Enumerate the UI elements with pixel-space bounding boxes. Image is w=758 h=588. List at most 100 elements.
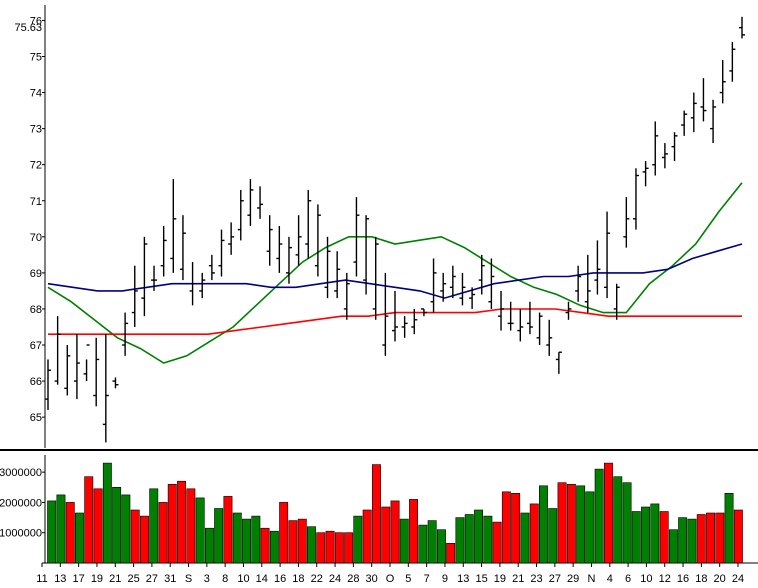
price-bar [517,308,524,342]
price-bar [45,359,51,410]
price-bar [372,236,379,320]
volume-bar [696,514,706,564]
volume-bar [121,494,131,564]
price-bar [430,258,437,313]
price-bar [478,254,485,295]
date-tick-label: 14 [256,573,268,585]
price-tick-label: 67 [30,340,42,352]
price-bar [276,226,283,273]
price-bar [575,265,582,302]
volume-bar [353,515,363,564]
volume-bar [446,542,456,564]
volume-bar [75,512,84,564]
volume-bar [668,529,678,564]
price-bar [604,211,611,299]
volume-bar [186,488,196,564]
price-bar [208,254,215,281]
date-tick-label: 30 [366,573,378,585]
volume-bar [631,511,641,564]
price-bar [526,301,533,335]
price-bar [257,186,264,219]
price-bar [642,161,649,187]
price-bar [64,345,71,396]
date-tick-label: 17 [73,573,85,585]
price-bar [536,312,543,346]
volume-bar [557,482,567,564]
volume-bar [613,476,623,564]
price-bar [729,42,736,82]
volume-bar [158,502,168,564]
volume-bar [390,500,400,564]
price-bar [314,204,321,277]
volume-bar [362,509,372,564]
price-bar [73,334,80,400]
volume-bar [381,506,391,564]
price-bars [45,16,745,443]
price-bar [546,319,553,356]
price-bar [54,316,61,385]
price-bar [228,222,235,255]
volume-bar [733,509,743,564]
price-bar [112,377,119,389]
volume-bar [474,509,483,564]
date-tick-label: 4 [607,573,613,585]
volume-bar [56,494,66,564]
date-tick-label: 5 [405,573,411,585]
date-tick-label: 16 [677,573,689,585]
price-bar [719,60,726,104]
date-tick-label: 29 [567,573,579,585]
moving-average-line [47,182,743,364]
price-bar [151,265,158,291]
volume-bar [594,468,604,564]
price-bar [353,197,360,277]
date-tick-label: 31 [164,573,176,585]
date-tick-label: 24 [732,573,744,585]
price-tick-label: 72 [30,160,42,172]
price-bar [247,179,254,226]
price-bar [623,197,630,248]
volume-bar [511,492,521,564]
date-tick-label: 13 [457,573,469,585]
price-bar [469,287,476,309]
date-tick-label: 27 [146,573,158,585]
volume-bar [492,521,502,564]
volume-bar [678,517,688,564]
date-tick-label: 10 [640,573,652,585]
volume-bar [288,520,298,564]
volume-bar [130,509,140,564]
price-y-ticks: 65 66 67 68 69 70 71 72 73 74 75 76 [30,15,45,424]
price-bar [507,301,514,331]
volume-bars [47,462,743,564]
volume-bar [464,514,474,564]
price-bar [199,272,206,299]
volume-bar [566,483,576,564]
volume-tick-label: 2000000 [0,497,42,509]
price-tick-label: 69 [30,268,42,280]
date-tick-label: 6 [625,573,631,585]
date-tick-label: 11 [36,573,47,585]
price-tick-label: 68 [30,304,42,316]
price-bar [594,240,601,295]
volume-bar [316,532,326,564]
moving-average-line [47,243,743,299]
price-bar [218,229,225,277]
date-tick-label: 21 [109,573,121,585]
price-bar [700,78,707,122]
price-bar [488,258,495,309]
price-bar [652,121,659,176]
volume-bar [371,464,381,564]
volume-bar [84,476,94,564]
price-bar [324,236,331,299]
price-bar [739,16,745,39]
volume-bar [167,483,177,564]
volume-bar [325,530,335,564]
volume-bar [65,502,75,564]
date-tick-label: 27 [549,573,561,585]
volume-bar [223,496,233,564]
volume-bar [483,515,493,564]
volume-bar [520,512,530,564]
price-bar [170,179,177,273]
volume-bar [297,518,307,564]
